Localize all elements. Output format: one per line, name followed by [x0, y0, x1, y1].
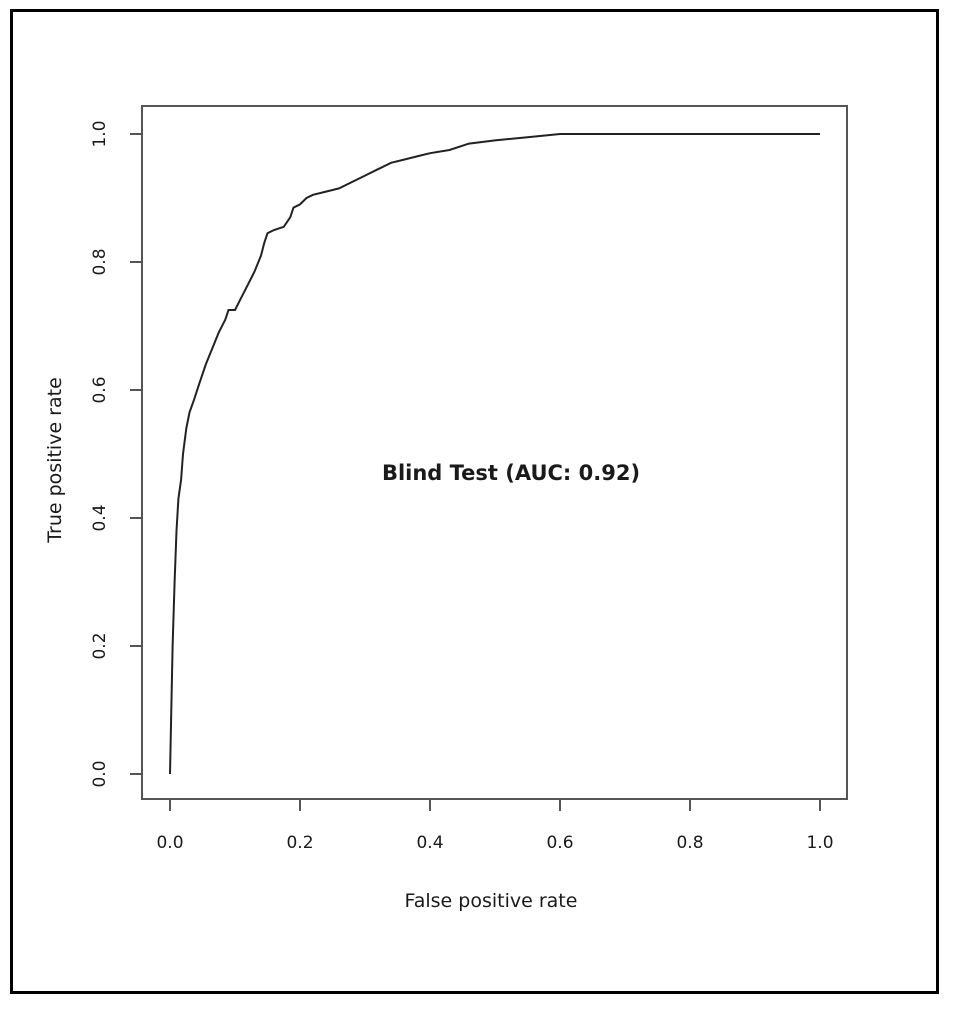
roc-curve [169, 133, 820, 775]
x-tick-label-4: 0.8 [676, 833, 703, 853]
plot-box [141, 105, 848, 800]
y-tick-label-2: 0.4 [90, 504, 110, 531]
y-tick-label-3: 0.6 [90, 376, 110, 403]
roc-chart: 0.0 0.2 0.4 0.6 0.8 1.0 0.0 0.2 0.4 0.6 0.8 1.0 Bli… [44, 105, 848, 912]
x-tick-label-1: 0.2 [286, 833, 313, 853]
axis-ticks: 0.0 0.2 0.4 0.6 0.8 1.0 0.0 0.2 0.4 0.6 0.8 1.0 [90, 120, 834, 853]
y-tick-label-4: 0.8 [90, 248, 110, 275]
x-tick-label-2: 0.4 [416, 833, 443, 853]
auc-annotation: Blind Test (AUC: 0.92) [382, 461, 640, 485]
y-tick-label-5: 1.0 [90, 120, 110, 147]
y-axis-label: True positive rate [44, 377, 66, 544]
x-axis-label: False positive rate [405, 890, 578, 912]
x-tick-label-5: 1.0 [806, 833, 833, 853]
x-tick-label-0: 0.0 [156, 833, 183, 853]
figure-frame: 0.0 0.2 0.4 0.6 0.8 1.0 0.0 0.2 0.4 0.6 0.8 1.0 Bli… [10, 9, 939, 994]
y-tick-label-0: 0.0 [90, 760, 110, 787]
y-tick-label-1: 0.2 [90, 632, 110, 659]
x-tick-label-3: 0.6 [546, 833, 573, 853]
